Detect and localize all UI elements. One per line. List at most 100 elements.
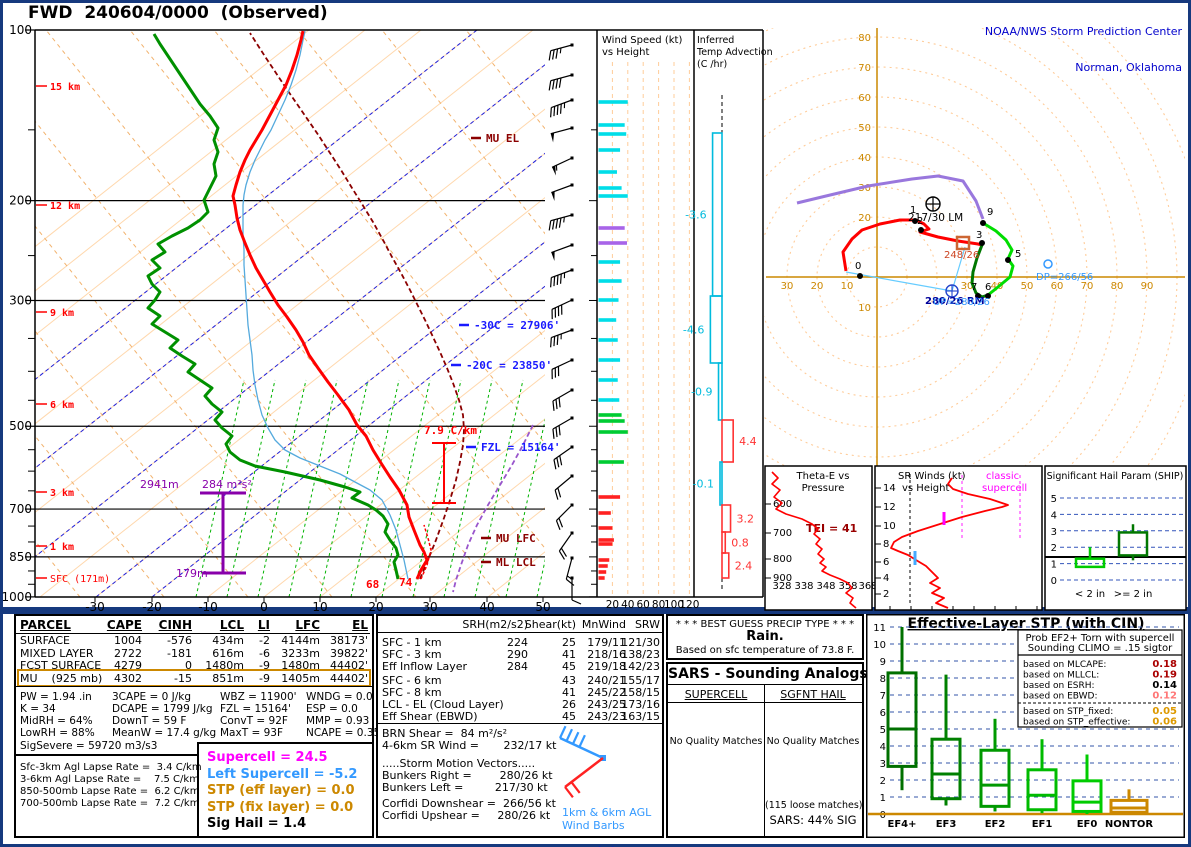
svg-text:7.9 C/km: 7.9 C/km (424, 424, 477, 437)
svg-text:200: 200 (9, 194, 32, 208)
svg-text:4: 4 (880, 742, 886, 753)
svg-text:0: 0 (855, 261, 861, 272)
divider (764, 684, 765, 836)
svg-text:2: 2 (1051, 543, 1057, 554)
parcel-cell: 851m (212, 671, 244, 685)
stp-panel: Effective-Layer STP (with CIN) 1 2 3 4 5 6 7 8 9 1… (866, 614, 1185, 838)
skewt-profiles (146, 30, 534, 593)
svg-text:Inferred: Inferred (697, 35, 734, 46)
parcel-cell: 38173' (329, 634, 368, 647)
svg-text:15 km: 15 km (50, 82, 80, 93)
svg-text:70: 70 (1081, 281, 1094, 292)
parcel-header-row: PARCEL CAPE CINH LCL LI LFC EL (16, 618, 370, 634)
divider (668, 684, 862, 685)
kinematics-cell: 155/17 (621, 674, 660, 687)
border-left (0, 0, 3, 847)
parcel-cell: 1480m (205, 659, 244, 672)
stat-value: PW = 1.94 .in (20, 691, 92, 703)
svg-text:60: 60 (637, 599, 650, 611)
kinematics-row-label: Eff Inflow Layer (382, 660, 468, 673)
precip-panel: * * * BEST GUESS PRECIP TYPE * * * Rain. B… (666, 614, 864, 660)
svg-text:0.19: 0.19 (1152, 670, 1177, 681)
col-header: SRW (634, 618, 660, 631)
parcel-row-label: MIXED LAYER (20, 646, 94, 660)
svg-text:0.12: 0.12 (1152, 691, 1177, 702)
svg-text:80: 80 (858, 33, 871, 44)
composite-index: Supercell = 24.5 (207, 750, 328, 765)
svg-text:40: 40 (858, 153, 871, 164)
agency-line2: Norman, Oklahoma (1075, 61, 1182, 74)
svg-text:100: 100 (664, 599, 684, 611)
svg-text:ML LCL: ML LCL (496, 556, 536, 569)
kinematics-cell: 290 (507, 648, 528, 661)
kinematics-cell: 219/18 (587, 660, 626, 673)
svg-text:0.06: 0.06 (1152, 717, 1177, 728)
stat-value: FZL = 15164' (220, 703, 291, 715)
svg-text:EF2: EF2 (985, 819, 1006, 830)
svg-text:179m: 179m (176, 567, 208, 580)
svg-text:20: 20 (811, 281, 824, 292)
svg-text:6: 6 (883, 557, 889, 568)
kinematics-cell: 45 (562, 660, 576, 673)
stat-value: WBZ = 11900' (220, 691, 297, 703)
lapse-rate: 3-6km Agl Lapse Rate = 7.5 C/km (20, 774, 199, 785)
stat-value: K = 34 (20, 703, 56, 715)
svg-text:348: 348 (816, 581, 835, 592)
svg-text:-30: -30 (85, 600, 105, 612)
svg-text:FZL = 15164': FZL = 15164' (481, 441, 560, 454)
kinematics-cell: 284 (507, 660, 528, 673)
kinematics-cell: 245/22 (587, 686, 626, 699)
svg-text:1: 1 (910, 205, 916, 216)
kinematics-row-label: Eff Shear (EBWD) (382, 710, 478, 723)
svg-text:1: 1 (1051, 560, 1057, 571)
svg-text:EF4+: EF4+ (888, 819, 917, 830)
kinematics-cell: 138/23 (621, 648, 660, 661)
sr-wind-4-6: 4-6km SR Wind = 232/17 kt (382, 739, 557, 752)
divider (16, 686, 372, 687)
svg-text:74: 74 (399, 576, 413, 589)
ship-inset: Significant Hail Param (SHIP) 5 4 3 2 1 0 < 2 i… (1044, 465, 1187, 611)
sars-panel: SARS - Sounding Analogs SUPERCELL SGFNT HA… (666, 662, 868, 838)
kinematics-row-label: SFC - 8 km (382, 686, 442, 699)
parcel-cell: 1405m (281, 671, 320, 685)
composite-index: STP (fix layer) = 0.0 (207, 799, 354, 815)
parcel-cell: -2 (259, 634, 270, 647)
parcel-cell: 434m (212, 634, 244, 647)
parcel-cell: -181 (167, 646, 192, 660)
parcel-row-label: MU (925 mb) (20, 671, 103, 685)
svg-text:20: 20 (858, 213, 871, 224)
svg-text:6: 6 (880, 708, 886, 719)
svg-text:Effective-Layer STP (with CIN): Effective-Layer STP (with CIN) (908, 616, 1145, 632)
parcel-cell: 2722 (114, 646, 142, 660)
border-bottom (0, 844, 1191, 847)
precip-type: Rain. (746, 629, 784, 644)
svg-text:EF1: EF1 (1032, 819, 1053, 830)
svg-text:850: 850 (9, 550, 32, 564)
kinematics-cell: 179/11 (587, 636, 626, 649)
svg-text:3 km: 3 km (50, 488, 74, 499)
svg-text:300: 300 (9, 293, 32, 307)
corfidi-downshear: Corfidi Downshear = 266/56 kt (382, 797, 556, 810)
svg-text:4: 4 (883, 573, 889, 584)
sars-col-header: SUPERCELL (684, 688, 748, 701)
svg-text:900: 900 (773, 573, 792, 584)
svg-text:3: 3 (1051, 527, 1057, 538)
kinematics-row-label: SFC - 6 km (382, 674, 442, 687)
svg-text:3.2: 3.2 (737, 513, 755, 526)
kinematics-cell: 218/16 (587, 648, 626, 661)
svg-text:5: 5 (880, 725, 886, 736)
stat-value: WNDG = 0.0 (306, 691, 373, 703)
stat-value: ConvT = 92F (220, 715, 288, 727)
svg-text:50: 50 (535, 600, 550, 612)
svg-text:Significant Hail Param (SHIP): Significant Hail Param (SHIP) (1047, 471, 1184, 482)
svg-text:30: 30 (422, 600, 437, 612)
stat-value: 3CAPE = 0 J/kg (112, 691, 192, 703)
composite-box: Supercell = 24.5 Left Supercell = -5.2 STP… (197, 742, 372, 838)
wind-barbs (548, 43, 582, 605)
svg-text:-3.6: -3.6 (685, 209, 706, 222)
kinematics-cell: 243/23 (587, 710, 626, 723)
svg-text:700: 700 (9, 502, 32, 516)
kinematics-cell: 45 (562, 710, 576, 723)
